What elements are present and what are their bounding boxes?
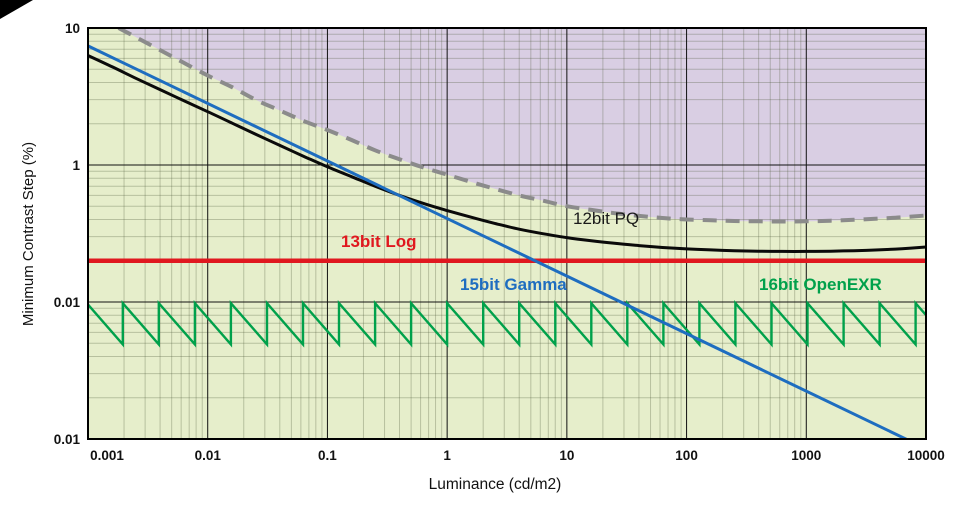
label-13bit-log: 13bit Log — [341, 232, 417, 251]
minor-gridlines — [88, 28, 926, 439]
x-axis-title: Luminance (cd/m2) — [429, 476, 562, 493]
x-tick-label: 0.001 — [90, 448, 124, 463]
plot-border — [87, 27, 927, 440]
series-16bit-openexr — [88, 300, 926, 348]
x-tick-label: 0.01 — [195, 448, 222, 463]
y-tick-label: 10 — [65, 21, 80, 36]
y-axis-title: Minimum Contrast Step (%) — [20, 142, 37, 326]
x-tick-label: 100 — [675, 448, 698, 463]
label-16bit-openexr: 16bit OpenEXR — [759, 275, 882, 294]
x-tick-label: 1000 — [791, 448, 821, 463]
series-group — [88, 28, 926, 439]
y-tick-label: 0.01 — [54, 432, 81, 447]
series-12bit-pq — [88, 54, 926, 253]
series-15bit-gamma — [88, 44, 910, 439]
x-tick-label: 0.1 — [318, 448, 337, 463]
major-gridlines — [88, 28, 926, 439]
x-tick-label: 1 — [443, 448, 451, 463]
series-visibility-threshold — [117, 28, 926, 224]
label-12bit-pq: 12bit PQ — [573, 209, 639, 228]
y-tick-label: 0.01 — [54, 295, 81, 310]
above-threshold-region — [118, 28, 927, 222]
x-tick-label: 10000 — [907, 448, 945, 463]
corner-mark — [0, 0, 33, 19]
x-tick-label: 10 — [559, 448, 574, 463]
y-tick-label: 1 — [72, 158, 80, 173]
label-15bit-gamma: 15bit Gamma — [460, 275, 567, 294]
